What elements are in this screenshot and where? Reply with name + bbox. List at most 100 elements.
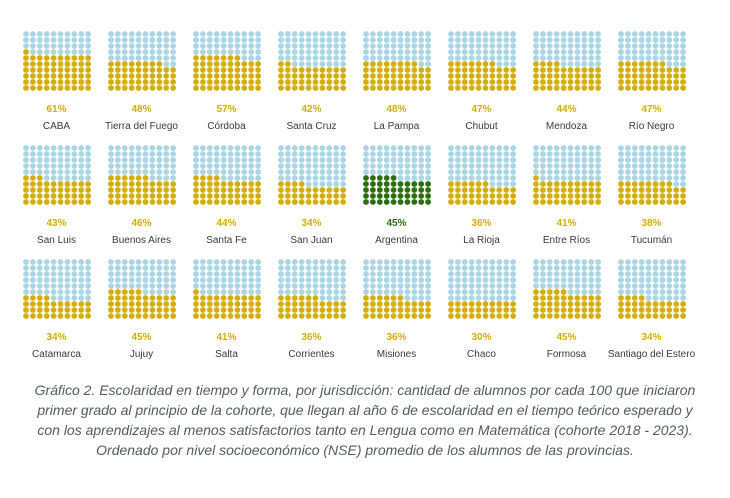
- dot-filled: [149, 199, 156, 205]
- dot-empty: [666, 43, 673, 49]
- dot-empty: [285, 289, 291, 295]
- dot-empty: [666, 61, 673, 67]
- dot-filled: [383, 307, 390, 313]
- dot-empty: [376, 37, 383, 43]
- dot-empty: [496, 145, 503, 151]
- dot-filled: [121, 67, 128, 73]
- dot-empty: [333, 145, 340, 151]
- dot-filled: [340, 73, 346, 79]
- dot-empty: [455, 43, 461, 49]
- dot-empty: [135, 55, 142, 61]
- dot-empty: [135, 271, 142, 277]
- dot-empty: [455, 259, 461, 265]
- dot-empty: [170, 31, 176, 37]
- dot-filled: [108, 175, 114, 181]
- dot-empty: [581, 49, 588, 55]
- dot-filled: [234, 67, 241, 73]
- dot-empty: [666, 289, 673, 295]
- dot-filled: [376, 301, 383, 307]
- dot-filled: [78, 307, 85, 313]
- dot-filled: [36, 313, 43, 319]
- dot-empty: [540, 37, 546, 43]
- dot-filled: [418, 313, 425, 319]
- dot-empty: [241, 271, 248, 277]
- dot-filled: [540, 181, 546, 187]
- waffle-dots: [448, 145, 516, 205]
- dot-filled: [326, 67, 333, 73]
- dot-empty: [370, 169, 376, 175]
- dot-filled: [645, 199, 652, 205]
- dot-empty: [425, 43, 431, 49]
- dot-filled: [370, 181, 376, 187]
- dot-empty: [383, 265, 390, 271]
- dot-filled: [533, 61, 539, 67]
- dot-empty: [461, 37, 468, 43]
- dot-empty: [333, 277, 340, 283]
- jurisdiction-name: Buenos Aires: [112, 235, 171, 246]
- dot-empty: [652, 55, 659, 61]
- dot-empty: [326, 145, 333, 151]
- dot-filled: [234, 187, 241, 193]
- dot-filled: [540, 85, 546, 91]
- dot-filled: [618, 193, 624, 199]
- dot-empty: [234, 175, 241, 181]
- dot-filled: [50, 61, 57, 67]
- dot-filled: [489, 79, 496, 85]
- dot-filled: [680, 79, 686, 85]
- dot-filled: [618, 67, 624, 73]
- dot-filled: [50, 55, 57, 61]
- figure-caption: Gráfico 2. Escolaridad en tiempo y forma…: [34, 382, 696, 458]
- dot-empty: [625, 49, 631, 55]
- dot-empty: [220, 163, 227, 169]
- dot-filled: [326, 313, 333, 319]
- dot-filled: [333, 301, 340, 307]
- dot-empty: [510, 145, 516, 151]
- waffle-corrientes: 36% Corrientes: [269, 256, 354, 364]
- dot-empty: [78, 277, 85, 283]
- dot-filled: [85, 181, 91, 187]
- dot-filled: [390, 187, 397, 193]
- dot-filled: [404, 193, 411, 199]
- dot-empty: [108, 37, 114, 43]
- dot-empty: [363, 283, 369, 289]
- dot-filled: [397, 313, 404, 319]
- dot-filled: [305, 193, 312, 199]
- dot-empty: [475, 271, 482, 277]
- dot-filled: [291, 295, 298, 301]
- dot-filled: [383, 295, 390, 301]
- dot-filled: [135, 193, 142, 199]
- dot-filled: [193, 193, 199, 199]
- dot-filled: [475, 199, 482, 205]
- dot-empty: [248, 157, 255, 163]
- dot-filled: [370, 187, 376, 193]
- dot-empty: [135, 151, 142, 157]
- dot-filled: [560, 289, 567, 295]
- dot-filled: [475, 313, 482, 319]
- dot-empty: [496, 55, 503, 61]
- dot-empty: [455, 289, 461, 295]
- dot-empty: [475, 49, 482, 55]
- dot-filled: [285, 79, 291, 85]
- dot-filled: [170, 67, 176, 73]
- dot-filled: [200, 73, 206, 79]
- dot-filled: [312, 295, 319, 301]
- dot-empty: [234, 283, 241, 289]
- dot-empty: [30, 151, 36, 157]
- dot-filled: [30, 73, 36, 79]
- dot-empty: [213, 145, 220, 151]
- dot-empty: [64, 145, 71, 151]
- dot-empty: [213, 49, 220, 55]
- dot-filled: [149, 67, 156, 73]
- dot-empty: [142, 277, 149, 283]
- dot-filled: [461, 313, 468, 319]
- dot-filled: [553, 295, 560, 301]
- dot-empty: [404, 169, 411, 175]
- dot-empty: [220, 157, 227, 163]
- dot-empty: [121, 37, 128, 43]
- dot-filled: [540, 187, 546, 193]
- dot-filled: [255, 307, 261, 313]
- dot-filled: [142, 199, 149, 205]
- dot-empty: [291, 31, 298, 37]
- dot-empty: [128, 265, 135, 271]
- jurisdiction-name: Corrientes: [288, 349, 335, 360]
